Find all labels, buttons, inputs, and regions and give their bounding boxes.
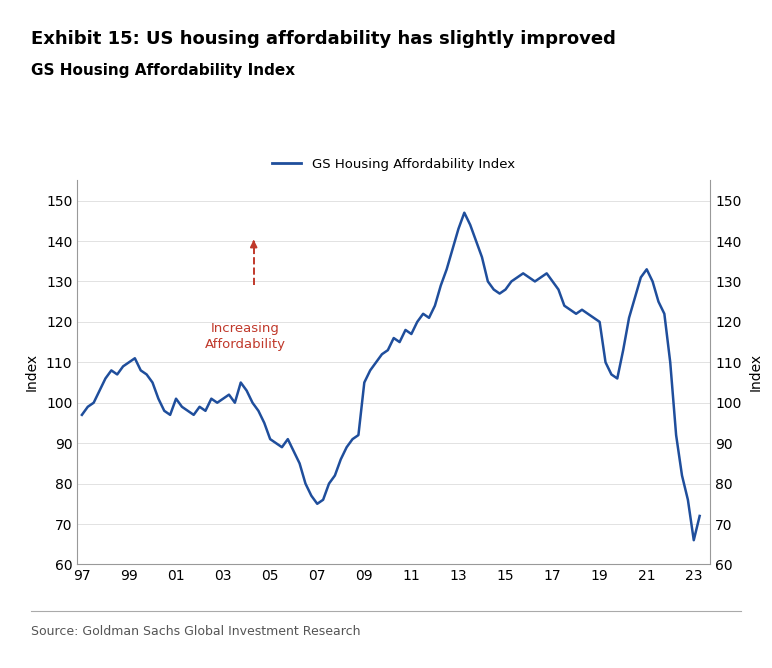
Y-axis label: Index: Index bbox=[749, 353, 763, 391]
Legend: GS Housing Affordability Index: GS Housing Affordability Index bbox=[267, 152, 520, 176]
Text: Exhibit 15: US housing affordability has slightly improved: Exhibit 15: US housing affordability has… bbox=[31, 30, 616, 48]
Text: Source: Goldman Sachs Global Investment Research: Source: Goldman Sachs Global Investment … bbox=[31, 625, 361, 637]
Text: Increasing
Affordability: Increasing Affordability bbox=[205, 322, 286, 351]
Text: GS Housing Affordability Index: GS Housing Affordability Index bbox=[31, 63, 295, 78]
Y-axis label: Index: Index bbox=[25, 353, 39, 391]
